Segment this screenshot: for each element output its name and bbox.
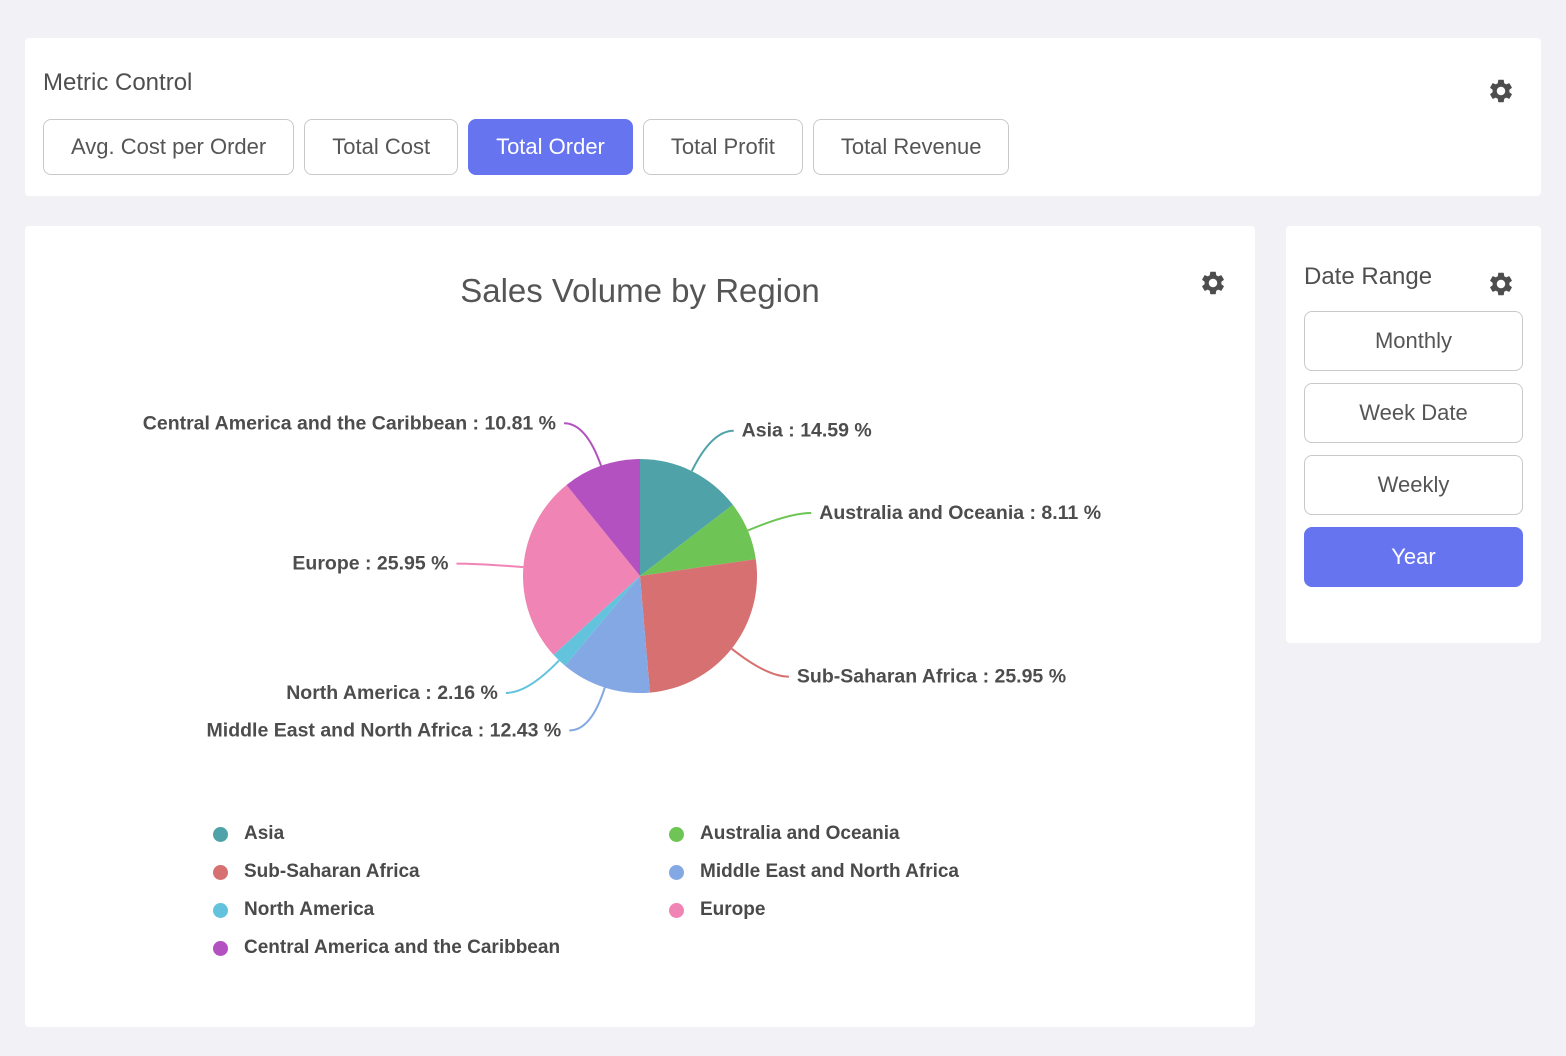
pie-slice-australia-and-oceania[interactable]	[640, 504, 756, 576]
legend-dot-icon	[213, 864, 228, 880]
legend-dot-icon	[669, 864, 684, 880]
legend-item-north-america[interactable]: North America	[213, 898, 669, 922]
gear-icon	[1487, 272, 1515, 301]
pie-label-line-australia-and-oceania	[747, 512, 812, 532]
metric-button-total-order[interactable]: Total Order	[468, 119, 633, 175]
pie-label-central-america-and-the-caribbean: Central America and the Caribbean : 10.8…	[143, 412, 556, 434]
pie-label-sub-saharan-africa: Sub-Saharan Africa : 25.95 %	[797, 666, 1066, 688]
chart-settings-button[interactable]	[1199, 269, 1227, 297]
legend-item-sub-saharan-africa[interactable]: Sub-Saharan Africa	[213, 860, 669, 884]
date-range-button-year[interactable]: Year	[1304, 527, 1523, 587]
metric-button-avg-cost-per-order[interactable]: Avg. Cost per Order	[43, 119, 295, 175]
gear-icon	[1199, 271, 1227, 300]
pie-label-europe: Europe : 25.95 %	[292, 553, 448, 575]
metric-button-total-cost[interactable]: Total Cost	[304, 119, 459, 175]
pie-label-line-sub-saharan-africa	[731, 647, 789, 678]
date-range-settings-button[interactable]	[1487, 270, 1515, 298]
pie-slice-asia[interactable]	[640, 459, 733, 576]
pie-slice-central-america-and-the-caribbean[interactable]	[566, 459, 641, 576]
pie-slice-europe[interactable]	[522, 484, 640, 655]
metric-control-title: Metric Control	[43, 69, 193, 96]
pie-slice-north-america[interactable]	[553, 576, 640, 666]
pie-slice-sub-saharan-africa[interactable]	[640, 559, 757, 693]
legend-item-australia-and-oceania[interactable]: Australia and Oceania	[669, 822, 1255, 846]
legend-label: Sub-Saharan Africa	[244, 861, 420, 882]
metric-button-total-revenue[interactable]: Total Revenue	[812, 119, 1010, 175]
metric-settings-button[interactable]	[1487, 77, 1515, 105]
date-range-button-group: Monthly Week Date Weekly Year	[1304, 311, 1523, 587]
legend-label: Europe	[700, 899, 766, 920]
pie-label-line-middle-east-and-north-africa	[569, 687, 606, 732]
pie-label-australia-and-oceania: Australia and Oceania : 8.11 %	[819, 502, 1101, 524]
legend-label: Central America and the Caribbean	[244, 937, 561, 958]
chart-legend: Asia Australia and Oceania Sub-Saharan Afr…	[213, 822, 1255, 960]
date-range-button-monthly[interactable]: Monthly	[1304, 311, 1523, 371]
legend-label: Australia and Oceania	[700, 823, 900, 844]
content-row: Sales Volume by Region Asia : 14.59 % Aus…	[25, 226, 1541, 1027]
pie-label-line-north-america	[505, 659, 560, 694]
pie-label-line-europe	[456, 562, 524, 569]
pie-label-line-asia	[690, 429, 734, 472]
date-range-panel: Date Range Monthly Week Date Weekly Year	[1286, 226, 1541, 643]
legend-item-central-america-and-the-caribbean[interactable]: Central America and the Caribbean	[213, 936, 669, 960]
legend-dot-icon	[669, 902, 684, 918]
gear-icon	[1487, 79, 1515, 108]
legend-label: North America	[244, 899, 375, 920]
metric-button-total-profit[interactable]: Total Profit	[642, 119, 803, 175]
legend-dot-icon	[213, 826, 228, 842]
pie-label-north-america: North America : 2.16 %	[286, 682, 498, 704]
pie-label-line-central-america-and-the-caribbean	[563, 422, 602, 467]
legend-item-europe[interactable]: Europe	[669, 898, 1255, 922]
date-range-button-week-date[interactable]: Week Date	[1304, 383, 1523, 443]
date-range-button-weekly[interactable]: Weekly	[1304, 455, 1523, 515]
chart-title: Sales Volume by Region	[460, 272, 820, 309]
metric-control-panel: Metric Control Avg. Cost per Order Total …	[25, 38, 1541, 196]
legend-label: Asia	[244, 823, 285, 844]
metric-button-group: Avg. Cost per Order Total Cost Total Order…	[43, 119, 1515, 175]
legend-dot-icon	[669, 826, 684, 842]
pie-label-asia: Asia : 14.59 %	[742, 420, 872, 442]
legend-dot-icon	[213, 902, 228, 918]
legend-dot-icon	[213, 940, 228, 956]
date-range-title: Date Range	[1304, 263, 1433, 290]
legend-label: Middle East and North Africa	[700, 861, 959, 882]
legend-item-middle-east-and-north-africa[interactable]: Middle East and North Africa	[669, 860, 1255, 884]
pie-label-middle-east-and-north-africa: Middle East and North Africa : 12.43 %	[207, 719, 562, 741]
sales-volume-chart-panel: Sales Volume by Region Asia : 14.59 % Aus…	[25, 226, 1255, 1027]
legend-item-asia[interactable]: Asia	[213, 822, 669, 846]
chart-header: Sales Volume by Region	[25, 226, 1255, 356]
pie-slice-middle-east-and-north-africa[interactable]	[564, 576, 650, 693]
pie-chart: Asia : 14.59 % Australia and Oceania : 8.…	[143, 412, 1101, 741]
